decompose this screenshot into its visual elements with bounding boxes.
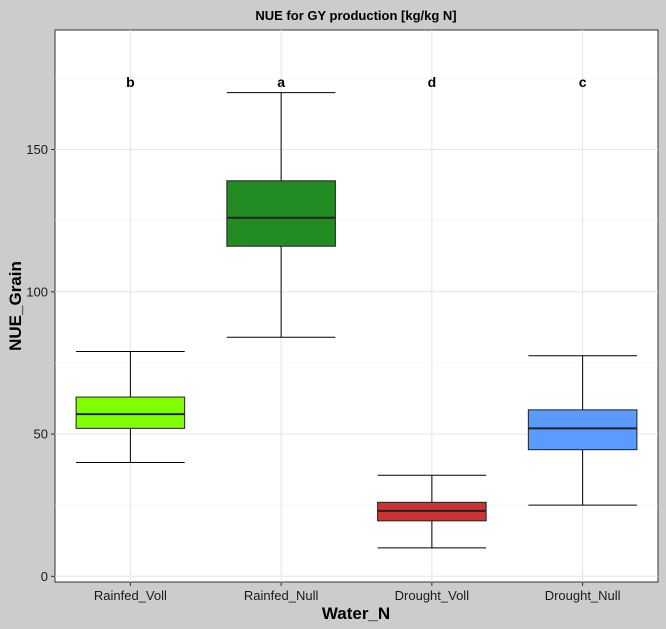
box-Drought_Voll: d xyxy=(377,74,487,549)
significance-letter: c xyxy=(579,74,587,90)
box-Rainfed_Voll: b xyxy=(75,74,186,463)
box-body xyxy=(226,180,336,247)
y-tick-label: 150 xyxy=(26,142,48,157)
chart-title: NUE for GY production [kg/kg N] xyxy=(255,8,456,23)
significance-letter: d xyxy=(428,74,437,90)
significance-letter: b xyxy=(126,74,135,90)
box-Rainfed_Null: a xyxy=(226,74,336,338)
x-tick-label: Rainfed_Null xyxy=(244,588,319,603)
x-axis-title: Water_N xyxy=(322,604,390,623)
box-body xyxy=(527,409,638,451)
axes: 0 50 100 150 Rainfed_Voll Rainfed_Null Drought… xyxy=(26,142,620,603)
box-body xyxy=(75,396,186,429)
x-tick-label: Rainfed_Voll xyxy=(94,588,167,603)
y-axis-title: NUE_Grain xyxy=(6,261,25,351)
plot-panel xyxy=(54,29,659,583)
box-Drought_Null: c xyxy=(527,74,638,506)
significance-letter: a xyxy=(277,74,285,90)
x-tick-label: Drought_Voll xyxy=(395,588,470,603)
y-tick-label: 0 xyxy=(41,569,48,584)
y-tick-label: 50 xyxy=(34,427,48,442)
y-tick-label: 100 xyxy=(26,284,48,299)
x-tick-label: Drought_Null xyxy=(545,588,621,603)
grid-lines xyxy=(55,30,658,582)
